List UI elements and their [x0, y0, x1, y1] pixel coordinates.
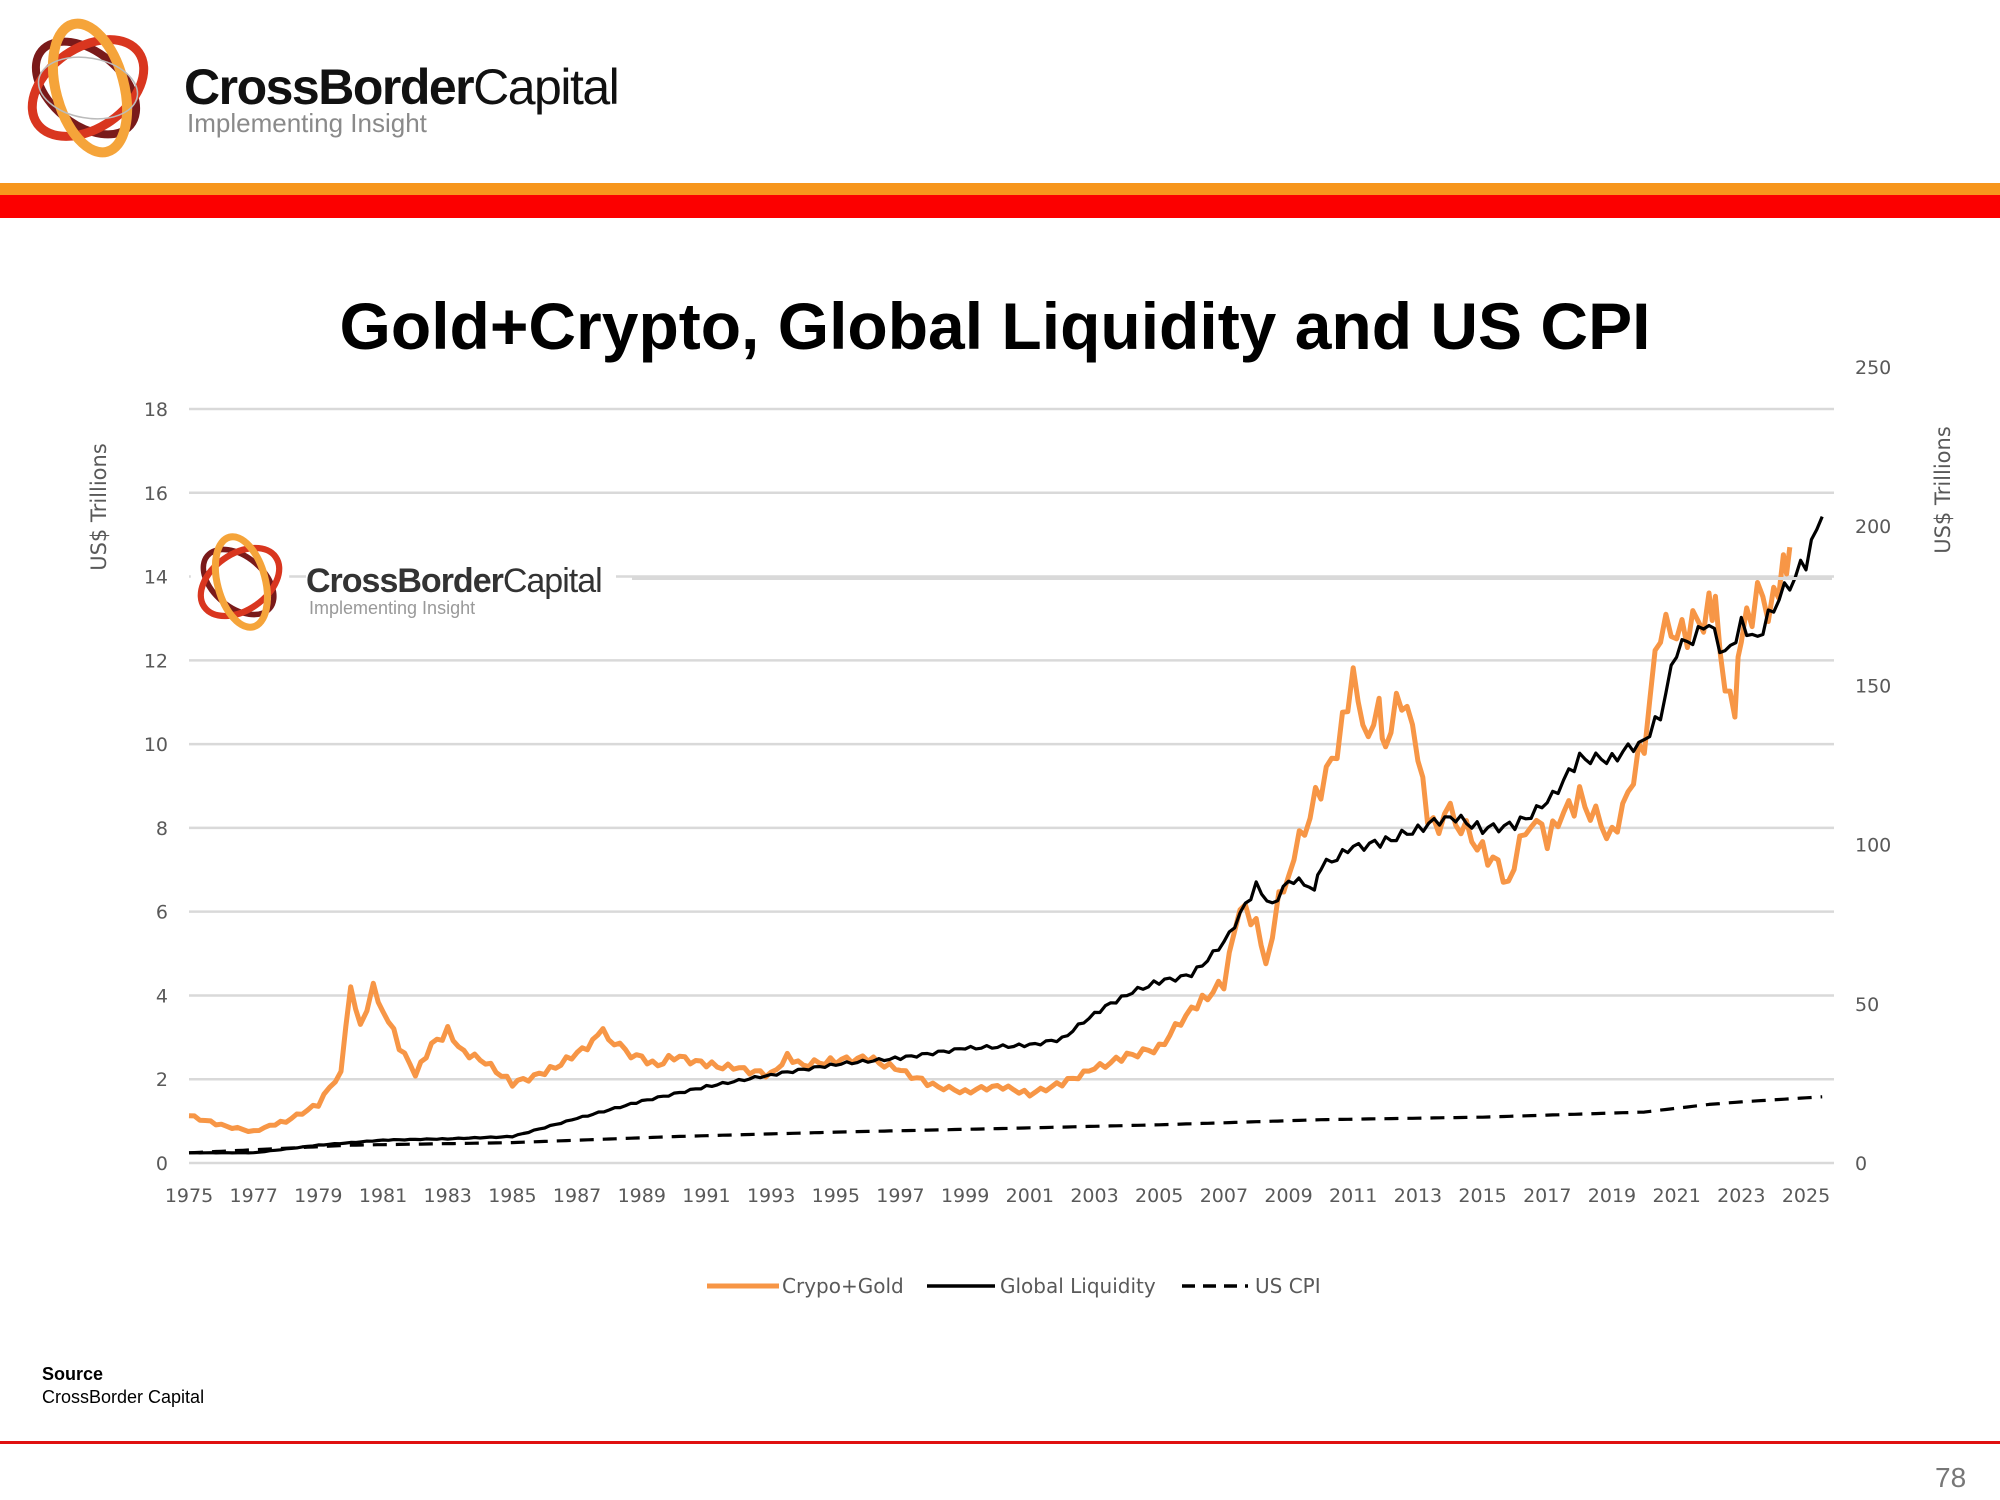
- x-axis-tick: 1987: [553, 1185, 601, 1207]
- left-axis-tick: 0: [156, 1153, 168, 1175]
- right-axis-tick: 0: [1855, 1153, 1867, 1175]
- x-axis-tick: 1997: [876, 1185, 924, 1207]
- right-axis-tick: 50: [1855, 994, 1879, 1016]
- brand-light: Capital: [473, 59, 620, 115]
- brand-tagline: Implementing Insight: [187, 108, 427, 138]
- x-axis-tick: 2005: [1135, 1185, 1183, 1207]
- x-axis-tick: 2001: [1006, 1185, 1054, 1207]
- footer-divider: [0, 1441, 2000, 1444]
- legend-label-us-cpi: US CPI: [1255, 1274, 1321, 1298]
- right-axis-tick: 200: [1855, 516, 1891, 538]
- x-axis-tick: 2011: [1329, 1185, 1377, 1207]
- x-axis-tick: 2017: [1523, 1185, 1571, 1207]
- x-axis-tick: 2023: [1717, 1185, 1765, 1207]
- x-axis-tick: 2013: [1394, 1185, 1442, 1207]
- slide-title: Gold+Crypto, Global Liquidity and US CPI: [339, 289, 1651, 363]
- x-axis-tick: 2015: [1458, 1185, 1506, 1207]
- left-axis-tick: 18: [144, 399, 168, 421]
- right-axis-tick: 100: [1855, 835, 1891, 857]
- left-axis-tick: 6: [156, 902, 168, 924]
- left-axis-tick: 10: [144, 734, 168, 756]
- brand-bold: CrossBorder: [184, 59, 475, 115]
- x-axis-tick: 2007: [1200, 1185, 1248, 1207]
- watermark-brand: CrossBorderCapital: [306, 562, 616, 601]
- x-axis-tick: 2003: [1070, 1185, 1118, 1207]
- legend-swatch-global-liquidity: [927, 1284, 995, 1288]
- legend-label-crypto-gold: Crypo+Gold: [782, 1274, 904, 1298]
- source-label: Source: [42, 1364, 104, 1384]
- series-line-us-cpi: [188, 1095, 1823, 1155]
- x-axis-tick: 2025: [1782, 1185, 1830, 1207]
- x-axis-tick: 1995: [812, 1185, 860, 1207]
- watermark-logo-icon: [190, 530, 290, 634]
- page-number: 78: [1935, 1462, 1967, 1493]
- source-text: CrossBorder Capital: [42, 1387, 205, 1407]
- left-axis-tick: 4: [156, 985, 168, 1007]
- x-axis-tick: 1999: [941, 1185, 989, 1207]
- x-axis-tick: 1977: [230, 1185, 278, 1207]
- x-axis-tick: 1989: [618, 1185, 666, 1207]
- series-line-crypo-gold: [188, 546, 1793, 1134]
- header-stripe-orange: [0, 183, 2000, 195]
- left-axis-tick: 8: [156, 818, 168, 840]
- watermark-brand-bold: CrossBorder: [306, 562, 504, 600]
- left-axis-tick: 16: [144, 483, 168, 505]
- legend-swatch-us-cpi: [1182, 1284, 1248, 1288]
- right-axis-tick: 250: [1855, 357, 1891, 379]
- left-axis-tick: 2: [156, 1069, 168, 1091]
- crossborder-logo-icon: [27, 18, 149, 158]
- header-stripe-red: [0, 195, 2000, 218]
- x-axis-tick: 1983: [424, 1185, 472, 1207]
- left-axis-label: US$ Trillions: [87, 443, 111, 571]
- legend-label-global-liquidity: Global Liquidity: [1000, 1274, 1156, 1298]
- x-axis-tick: 2009: [1264, 1185, 1312, 1207]
- x-axis-tick: 1981: [359, 1185, 407, 1207]
- x-axis-tick: 1979: [294, 1185, 342, 1207]
- left-axis-tick: 14: [144, 567, 168, 589]
- watermark-brand-light: Capital: [502, 562, 603, 600]
- x-axis-tick: 1991: [682, 1185, 730, 1207]
- watermark-underlay: [632, 577, 1832, 580]
- x-axis-tick: 1975: [165, 1185, 213, 1207]
- series-line-global-liquidity: [188, 515, 1824, 1155]
- x-axis-tick: 2021: [1652, 1185, 1700, 1207]
- brand-name: CrossBorderCapital: [184, 58, 620, 116]
- right-axis-label: US$ Trillions: [1931, 426, 1955, 554]
- right-axis-tick: 150: [1855, 675, 1891, 697]
- x-axis-tick: 2019: [1588, 1185, 1636, 1207]
- x-axis-tick: 1993: [747, 1185, 795, 1207]
- watermark-tagline: Implementing Insight: [309, 598, 476, 618]
- left-axis-tick: 12: [144, 650, 168, 672]
- legend-swatch-crypto-gold: [707, 1283, 779, 1289]
- x-axis-tick: 1985: [488, 1185, 536, 1207]
